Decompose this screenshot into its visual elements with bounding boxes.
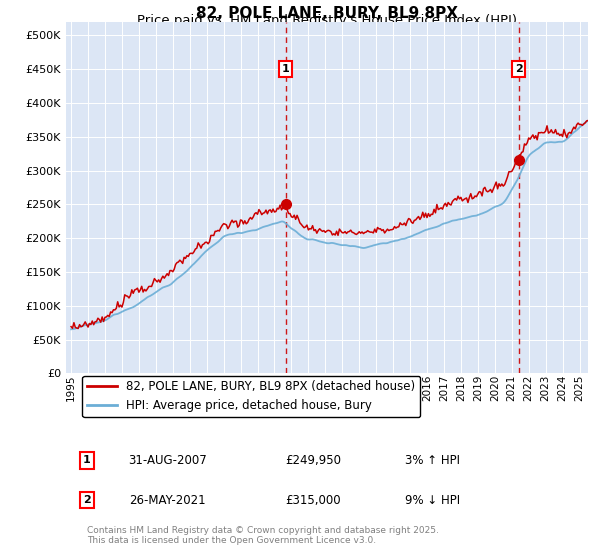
Text: Contains HM Land Registry data © Crown copyright and database right 2025.
This d: Contains HM Land Registry data © Crown c…: [87, 526, 439, 545]
Text: 31-AUG-2007: 31-AUG-2007: [128, 454, 208, 467]
Text: 26-MAY-2021: 26-MAY-2021: [128, 493, 205, 507]
Text: 2: 2: [515, 64, 523, 74]
Text: Price paid vs. HM Land Registry's House Price Index (HPI): Price paid vs. HM Land Registry's House …: [137, 13, 517, 27]
Text: 3% ↑ HPI: 3% ↑ HPI: [406, 454, 460, 467]
Text: 82, POLE LANE, BURY, BL9 8PX: 82, POLE LANE, BURY, BL9 8PX: [196, 6, 458, 21]
Text: £315,000: £315,000: [285, 493, 341, 507]
Text: £249,950: £249,950: [285, 454, 341, 467]
Text: 9% ↓ HPI: 9% ↓ HPI: [406, 493, 460, 507]
Legend: 82, POLE LANE, BURY, BL9 8PX (detached house), HPI: Average price, detached hous: 82, POLE LANE, BURY, BL9 8PX (detached h…: [82, 376, 420, 417]
Text: 2: 2: [83, 495, 91, 505]
Text: 1: 1: [83, 455, 91, 465]
Text: 1: 1: [282, 64, 290, 74]
